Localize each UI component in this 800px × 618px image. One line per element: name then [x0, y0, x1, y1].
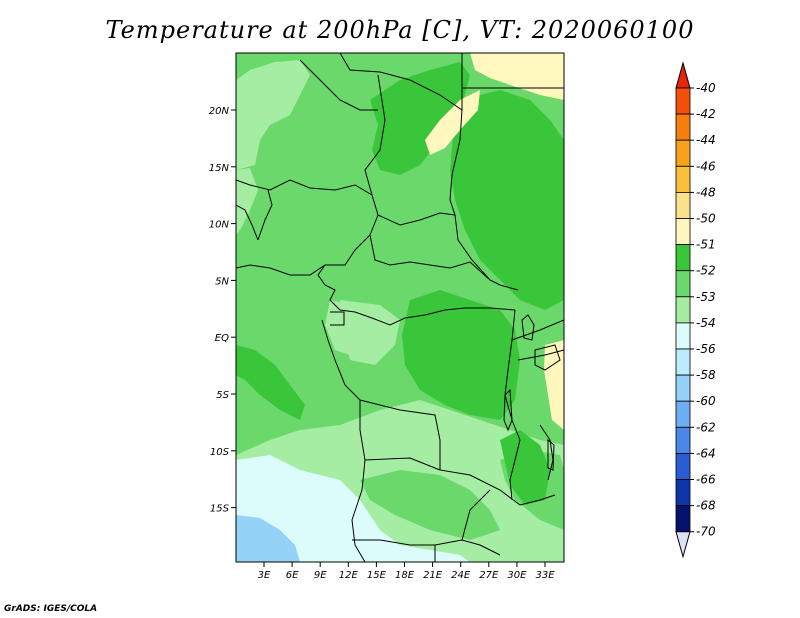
region-dark-green-north	[370, 62, 470, 175]
country-borders	[236, 53, 564, 562]
colorbar-label: -50	[696, 212, 716, 226]
lake-outlines	[503, 314, 561, 471]
colorbar-segment	[675, 218, 691, 246]
colorbar-label: -68	[696, 499, 716, 513]
colorbar-segment	[675, 479, 691, 507]
colorbar-segment	[675, 191, 691, 219]
colorbar-segment	[675, 426, 691, 454]
colorbar-segment	[675, 296, 691, 324]
lat-label-10s: 10S	[210, 447, 230, 458]
lat-label-15n: 15N	[209, 163, 230, 174]
latitude-axis: 20N 15N 10N 5N EQ 5S 10S 15S	[209, 106, 236, 515]
lon-label-15e: 15E	[367, 570, 387, 581]
lat-label-20n: 20N	[209, 106, 230, 117]
colorbar-segment	[675, 374, 691, 402]
lat-label-5s: 5S	[216, 390, 229, 401]
region-pale-yellow-east	[544, 340, 564, 430]
region-light-green-central	[340, 300, 400, 365]
region-dark-green-sudan	[450, 90, 564, 310]
colorbar-segment	[675, 270, 691, 298]
colorbar-label: -53	[696, 290, 716, 304]
colorbar-label: -46	[696, 159, 716, 173]
colorbar-label: -40	[696, 81, 716, 95]
colorbar-segment	[675, 165, 691, 193]
lon-label-18e: 18E	[395, 570, 415, 581]
lon-label-12e: 12E	[339, 570, 359, 581]
region-light-green-cameroon	[325, 300, 360, 355]
colorbar-label: -44	[696, 133, 716, 147]
lat-label-5n: 5N	[215, 276, 229, 287]
map-frame	[235, 52, 565, 563]
colorbar-label: -64	[696, 446, 716, 460]
colorbar-segment	[675, 244, 691, 272]
map-panel	[236, 53, 564, 562]
colorbar-label: -58	[696, 368, 716, 382]
lat-label-10n: 10N	[209, 220, 230, 231]
colorbar-segment	[675, 400, 691, 428]
colorbar-segment	[675, 87, 691, 115]
lon-label-27e: 27E	[479, 570, 499, 581]
region-pale-cyan-southwest	[236, 455, 470, 562]
colorbar-segment	[675, 113, 691, 141]
colorbar-segment	[675, 452, 691, 480]
region-dark-green-lake	[500, 430, 550, 505]
colorbar-label: -51	[696, 238, 716, 252]
colorbar-label: -62	[696, 420, 716, 434]
lon-label-6e: 6E	[286, 570, 299, 581]
colorbar-segment	[675, 322, 691, 350]
colorbar-label: -60	[696, 394, 716, 408]
region-dark-green-west	[236, 345, 305, 420]
colorbar-segment	[675, 348, 691, 376]
colorbar-label: -70	[696, 525, 716, 539]
chart-title: Temperature at 200hPa [C], VT: 202006010…	[105, 16, 695, 44]
colorbar-top-arrow	[675, 61, 691, 89]
lat-label-15s: 15S	[210, 504, 230, 515]
region-light-green-sahel	[236, 168, 258, 235]
colorbar-label: -48	[696, 185, 716, 199]
lon-label-9e: 9E	[314, 570, 327, 581]
lat-label-eq: EQ	[215, 333, 229, 344]
lon-label-30e: 30E	[507, 570, 527, 581]
region-medium-green-angola	[360, 470, 500, 540]
lon-label-3e: 3E	[258, 570, 271, 581]
lon-label-33e: 33E	[535, 570, 555, 581]
colorbar-segment	[675, 139, 691, 167]
colorbar-label: -42	[696, 107, 716, 121]
lon-label-24e: 24E	[451, 570, 471, 581]
colorbar-label: -66	[696, 473, 716, 487]
colorbar-segment	[675, 505, 691, 533]
lon-label-21e: 21E	[423, 570, 443, 581]
colorbar-label: -54	[696, 316, 716, 330]
longitude-axis: 3E 6E 9E 12E 15E 18E 21E 24E 27E 30E 33E	[258, 562, 555, 581]
region-light-green-northwest	[236, 60, 310, 170]
colorbar-bottom-arrow	[675, 531, 691, 559]
region-dark-green-drc	[402, 290, 520, 420]
region-pale-yellow-ne-band	[425, 90, 480, 155]
colorbar-label: -56	[696, 342, 716, 356]
colorbar-label: -52	[696, 264, 716, 278]
credit-label: GrADS: IGES/COLA	[4, 604, 98, 614]
colorbar: -40 -42 -44 -46 -48 -50 -51 -52 -53 -54 -56 -58 -60 -…	[675, 61, 716, 559]
region-light-blue-corner	[236, 515, 300, 562]
